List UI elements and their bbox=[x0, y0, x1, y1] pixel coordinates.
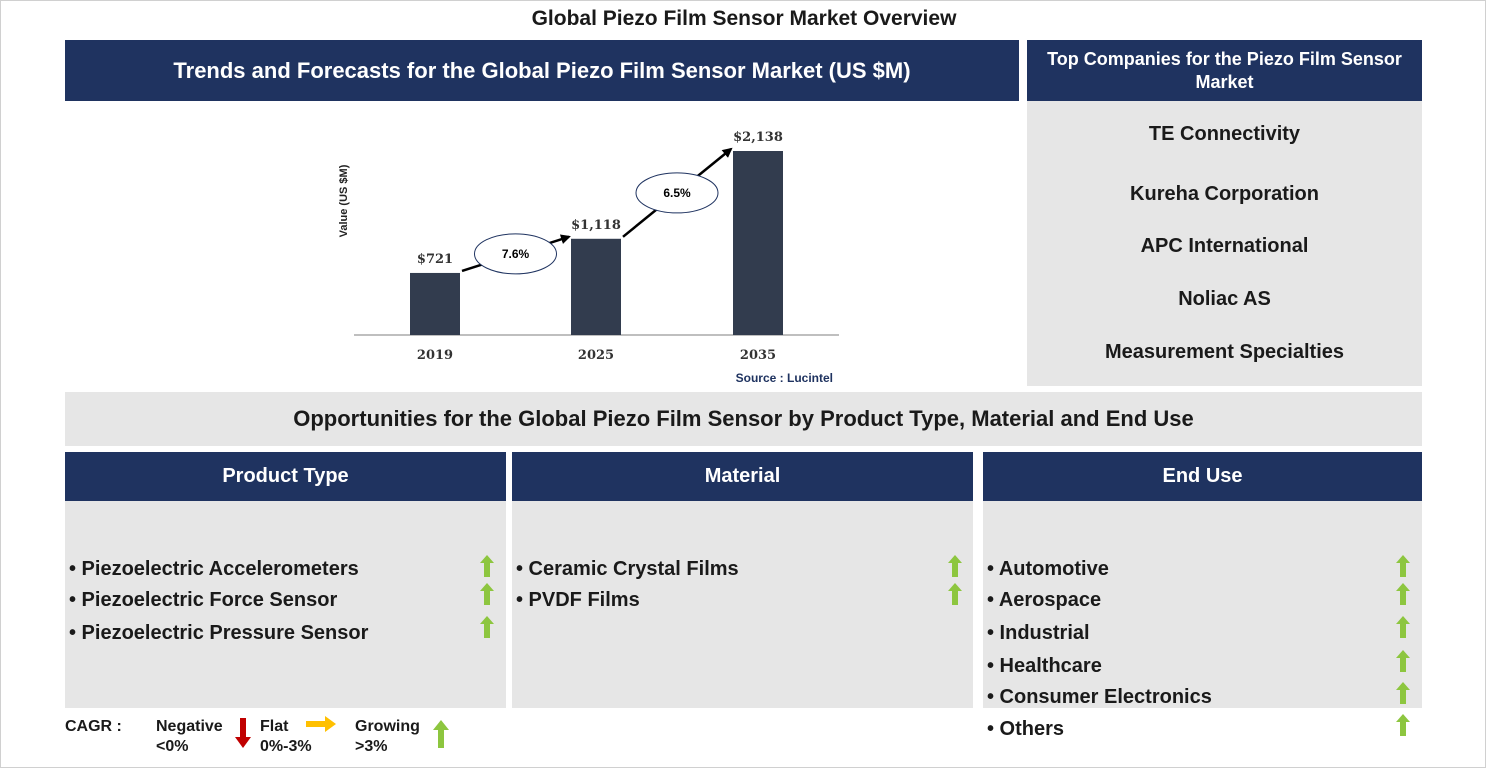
company-item: Noliac AS bbox=[1178, 288, 1271, 310]
segment-item: • Consumer Electronics bbox=[987, 686, 1212, 708]
bar bbox=[410, 272, 460, 335]
bar bbox=[571, 238, 621, 335]
market-chart: Value (US $M) $721 2019 $1,118 2025 $2,138 20… bbox=[338, 130, 839, 385]
page-title: Global Piezo Film Sensor Market Overview bbox=[531, 7, 957, 30]
segment-item: • Piezoelectric Accelerometers bbox=[69, 558, 359, 580]
x-tick-label: 2025 bbox=[578, 348, 614, 363]
cagr-label: 6.5% bbox=[663, 186, 691, 200]
legend-growing-label: Growing bbox=[355, 718, 420, 735]
growing-arrow-icon bbox=[1396, 714, 1410, 736]
segment-title: End Use bbox=[983, 452, 1422, 501]
bar-value-label: $2,138 bbox=[733, 130, 783, 145]
growing-arrow-icon bbox=[480, 616, 494, 638]
growing-arrow-icon bbox=[948, 555, 962, 577]
cagr-label: 7.6% bbox=[502, 247, 530, 261]
flat-arrow-icon bbox=[306, 716, 336, 732]
source-note: Source : Lucintel bbox=[736, 371, 833, 385]
segment-end-use: End Use • Automotive • Aerospace • Indus… bbox=[983, 452, 1422, 740]
legend-flat-range: 0%-3% bbox=[260, 738, 312, 755]
segment-item: • Others bbox=[987, 718, 1065, 740]
company-item: Measurement Specialties bbox=[1105, 341, 1344, 363]
company-item: Kureha Corporation bbox=[1130, 183, 1319, 205]
segment-item: • Ceramic Crystal Films bbox=[516, 558, 739, 580]
growing-arrow-icon bbox=[433, 720, 449, 748]
segment-body: • Ceramic Crystal Films • PVDF Films bbox=[512, 501, 973, 708]
growing-arrow-icon bbox=[1396, 555, 1410, 577]
growing-arrow-icon bbox=[1396, 583, 1410, 605]
legend-negative: Negative <0% bbox=[156, 717, 223, 757]
company-item: TE Connectivity bbox=[1148, 123, 1301, 145]
legend-flat-label: Flat bbox=[260, 718, 289, 735]
legend-cagr-label: CAGR : bbox=[65, 718, 122, 735]
segment-body: • Piezoelectric Accelerometers • Piezoel… bbox=[65, 501, 506, 708]
trend-header: Trends and Forecasts for the Global Piez… bbox=[65, 40, 1019, 101]
segment-item: • Industrial bbox=[987, 622, 1090, 644]
segment-item: • Piezoelectric Pressure Sensor bbox=[69, 622, 369, 644]
segment-title: Product Type bbox=[65, 452, 506, 501]
company-item: APC International bbox=[1140, 235, 1309, 257]
x-tick-label: 2035 bbox=[740, 348, 776, 363]
growing-arrow-icon bbox=[480, 555, 494, 577]
bar-value-label: $1,118 bbox=[571, 218, 621, 233]
segment-material: Material • Ceramic Crystal Films • PVDF … bbox=[512, 452, 973, 708]
segment-item: • PVDF Films bbox=[516, 589, 640, 611]
growing-arrow-icon bbox=[480, 583, 494, 605]
bar bbox=[733, 151, 783, 335]
growing-arrow-icon bbox=[1396, 682, 1410, 704]
growing-arrow-icon bbox=[1396, 650, 1410, 672]
legend-negative-range: <0% bbox=[156, 738, 189, 755]
cagr-bubble bbox=[635, 172, 719, 214]
legend-flat: Flat 0%-3% bbox=[260, 717, 312, 757]
companies-panel: TE Connectivity Kureha Corporation APC I… bbox=[1027, 101, 1422, 386]
segment-body: • Automotive • Aerospace • Industrial • … bbox=[983, 501, 1422, 740]
growing-arrow-icon bbox=[1396, 616, 1410, 638]
legend-growing: Growing >3% bbox=[355, 717, 420, 757]
negative-arrow-icon bbox=[235, 718, 251, 748]
bar-value-label: $721 bbox=[417, 252, 453, 267]
legend-growing-range: >3% bbox=[355, 738, 388, 755]
opportunities-header: Opportunities for the Global Piezo Film … bbox=[65, 392, 1422, 446]
segment-title: Material bbox=[512, 452, 973, 501]
segment-item: • Piezoelectric Force Sensor bbox=[69, 589, 338, 611]
growing-arrow-icon bbox=[948, 583, 962, 605]
y-axis-label: Value (US $M) bbox=[338, 164, 350, 237]
x-tick-label: 2019 bbox=[417, 348, 453, 363]
cagr-bubble bbox=[474, 233, 557, 275]
segment-item: • Healthcare bbox=[987, 655, 1102, 677]
legend-negative-label: Negative bbox=[156, 718, 223, 735]
segment-item: • Aerospace bbox=[987, 589, 1102, 611]
companies-header: Top Companies for the Piezo Film Sensor … bbox=[1027, 40, 1422, 101]
segment-item: • Automotive bbox=[987, 558, 1109, 580]
segment-product-type: Product Type • Piezoelectric Acceleromet… bbox=[65, 452, 506, 708]
